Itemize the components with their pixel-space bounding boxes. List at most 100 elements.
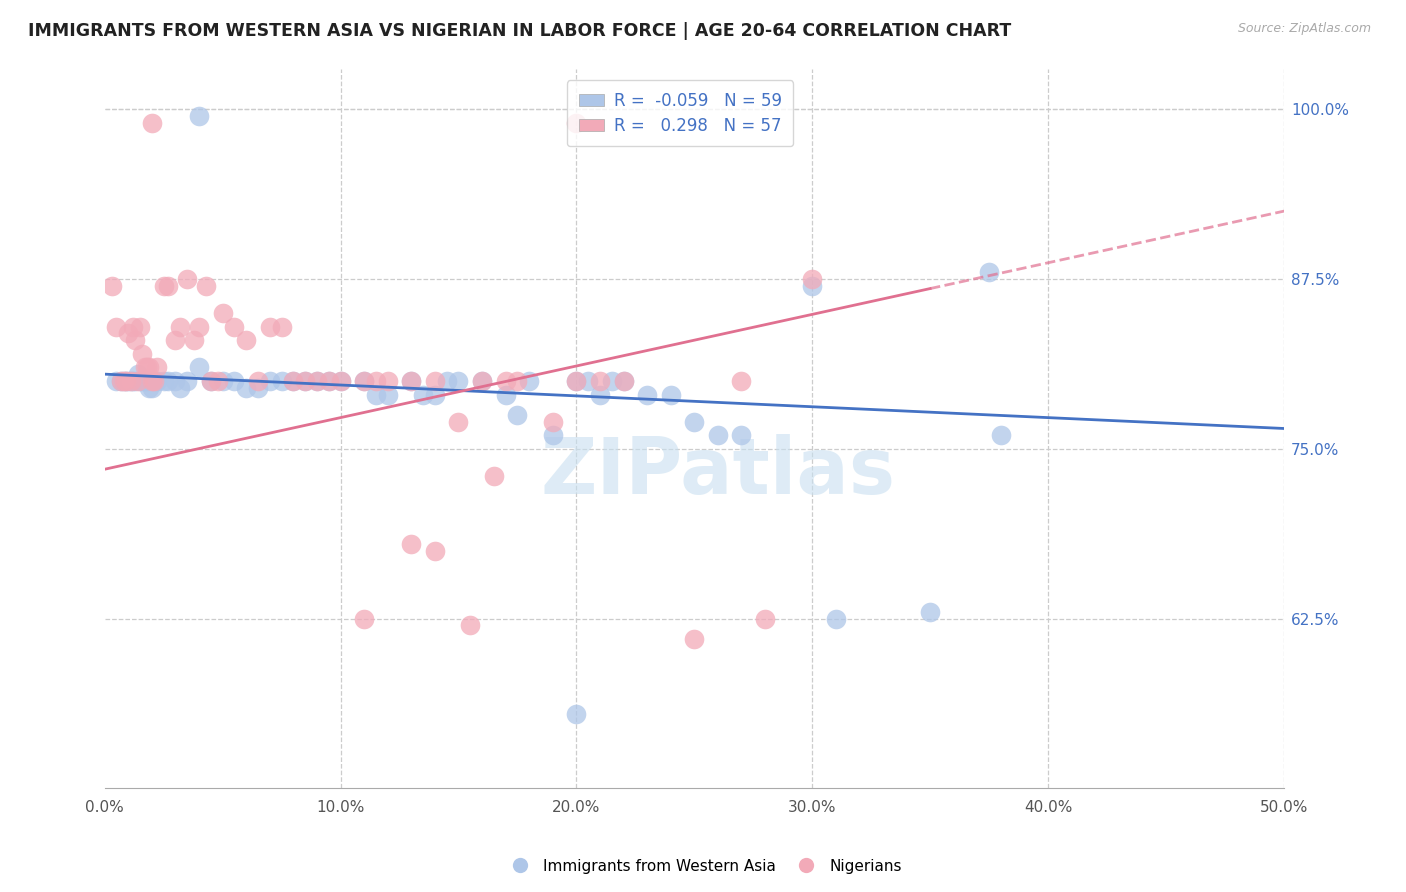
Point: [152, 374, 174, 388]
Point: [127, 374, 149, 388]
Point: [165, 333, 187, 347]
Point: [517, 374, 540, 388]
Point: [105, 319, 128, 334]
Point: [195, 278, 218, 293]
Point: [176, 272, 198, 286]
Point: [152, 278, 174, 293]
Point: [990, 428, 1012, 442]
Point: [145, 360, 167, 375]
Point: [200, 374, 222, 388]
Point: [495, 374, 517, 388]
Point: [730, 428, 752, 442]
Point: [117, 326, 139, 341]
Point: [124, 374, 146, 388]
Point: [423, 374, 446, 388]
Text: Source: ZipAtlas.com: Source: ZipAtlas.com: [1237, 22, 1371, 36]
Point: [127, 367, 149, 381]
Point: [235, 333, 257, 347]
Point: [589, 374, 612, 388]
Point: [134, 374, 156, 388]
Point: [134, 360, 156, 375]
Point: [377, 387, 399, 401]
Point: [115, 374, 138, 388]
Point: [200, 374, 222, 388]
Point: [683, 632, 706, 646]
Point: [565, 374, 588, 388]
Point: [259, 319, 281, 334]
Point: [188, 319, 211, 334]
Point: [305, 374, 328, 388]
Legend: R =  -0.059   N = 59, R =   0.298   N = 57: R = -0.059 N = 59, R = 0.298 N = 57: [567, 80, 793, 146]
Point: [977, 265, 1000, 279]
Point: [612, 374, 634, 388]
Point: [506, 408, 529, 422]
Text: ZIPatlas: ZIPatlas: [540, 434, 896, 509]
Point: [211, 374, 233, 388]
Point: [318, 374, 340, 388]
Point: [122, 319, 145, 334]
Point: [141, 116, 163, 130]
Point: [482, 469, 505, 483]
Point: [401, 537, 423, 551]
Point: [224, 374, 246, 388]
Point: [436, 374, 458, 388]
Point: [129, 374, 152, 388]
Point: [246, 381, 269, 395]
Point: [131, 374, 153, 388]
Point: [224, 319, 246, 334]
Point: [541, 428, 564, 442]
Point: [141, 381, 163, 395]
Point: [188, 109, 211, 123]
Point: [636, 387, 658, 401]
Point: [495, 387, 517, 401]
Point: [136, 360, 159, 375]
Point: [471, 374, 494, 388]
Point: [110, 374, 132, 388]
Point: [138, 360, 160, 375]
Point: [377, 374, 399, 388]
Point: [824, 612, 846, 626]
Point: [565, 374, 588, 388]
Point: [141, 374, 163, 388]
Point: [353, 374, 375, 388]
Point: [447, 415, 470, 429]
Point: [364, 374, 387, 388]
Point: [183, 333, 205, 347]
Point: [458, 618, 481, 632]
Point: [115, 374, 138, 388]
Point: [576, 374, 599, 388]
Point: [145, 374, 167, 388]
Point: [589, 387, 612, 401]
Point: [131, 347, 153, 361]
Point: [188, 360, 211, 375]
Point: [683, 415, 706, 429]
Point: [318, 374, 340, 388]
Point: [124, 333, 146, 347]
Text: IMMIGRANTS FROM WESTERN ASIA VS NIGERIAN IN LABOR FORCE | AGE 20-64 CORRELATION : IMMIGRANTS FROM WESTERN ASIA VS NIGERIAN…: [28, 22, 1011, 40]
Point: [138, 381, 160, 395]
Point: [112, 374, 135, 388]
Point: [801, 272, 824, 286]
Point: [169, 381, 191, 395]
Point: [259, 374, 281, 388]
Point: [707, 428, 730, 442]
Point: [423, 387, 446, 401]
Point: [270, 319, 292, 334]
Point: [270, 374, 292, 388]
Point: [294, 374, 316, 388]
Point: [423, 543, 446, 558]
Point: [353, 374, 375, 388]
Point: [565, 116, 588, 130]
Point: [122, 374, 145, 388]
Point: [612, 374, 634, 388]
Point: [412, 387, 434, 401]
Point: [730, 374, 752, 388]
Point: [165, 374, 187, 388]
Point: [157, 278, 180, 293]
Point: [364, 387, 387, 401]
Point: [659, 387, 682, 401]
Point: [283, 374, 305, 388]
Point: [541, 415, 564, 429]
Point: [506, 374, 529, 388]
Point: [143, 374, 166, 388]
